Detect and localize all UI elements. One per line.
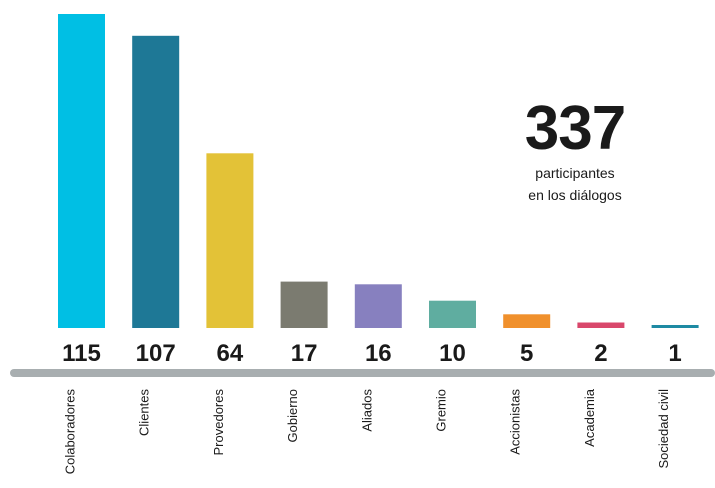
value-label: 107 — [136, 340, 176, 367]
bar-gremio — [429, 300, 476, 328]
category-label: Gobierno — [285, 389, 300, 442]
bar-clientes — [132, 35, 180, 329]
category-label: Provedores — [211, 389, 226, 456]
category-label: Academia — [582, 388, 597, 447]
bar-aliados — [354, 284, 402, 328]
value-label: 2 — [594, 340, 607, 367]
category-labels-group: Colaboradores Clientes Provedores Gobierno A… — [63, 388, 672, 474]
value-label: 10 — [439, 340, 466, 367]
bar-sociedad-civil — [651, 325, 699, 328]
baseline-axis — [10, 369, 715, 377]
category-label: Colaboradores — [63, 389, 78, 475]
category-label: Aliados — [359, 389, 374, 432]
total-caption: participantes en los diálogos — [500, 162, 650, 206]
category-label: Gremio — [434, 389, 449, 432]
value-labels-group: 115 107 64 17 16 10 5 2 1 — [62, 340, 682, 367]
category-label: Clientes — [137, 389, 152, 436]
bar-academia — [577, 322, 625, 328]
category-label: Accionistas — [508, 389, 523, 455]
total-participants-value: 337 — [524, 94, 626, 163]
value-label: 64 — [217, 340, 244, 367]
value-label: 5 — [520, 340, 533, 367]
value-label: 115 — [62, 340, 101, 367]
value-label: 1 — [668, 340, 681, 367]
bar-provedores — [206, 153, 254, 328]
total-caption-line-2: en los diálogos — [528, 187, 622, 203]
bar-accionistas — [503, 314, 551, 328]
bar-colaboradores — [58, 14, 105, 328]
total-caption-line-1: participantes — [535, 165, 615, 181]
bar-gobierno — [280, 281, 328, 328]
value-label: 16 — [365, 340, 392, 367]
total-summary: 337 participantes en los diálogos — [500, 98, 650, 206]
value-label: 17 — [291, 340, 318, 367]
bars-group — [58, 14, 699, 329]
category-label: Sociedad civil — [656, 389, 671, 469]
